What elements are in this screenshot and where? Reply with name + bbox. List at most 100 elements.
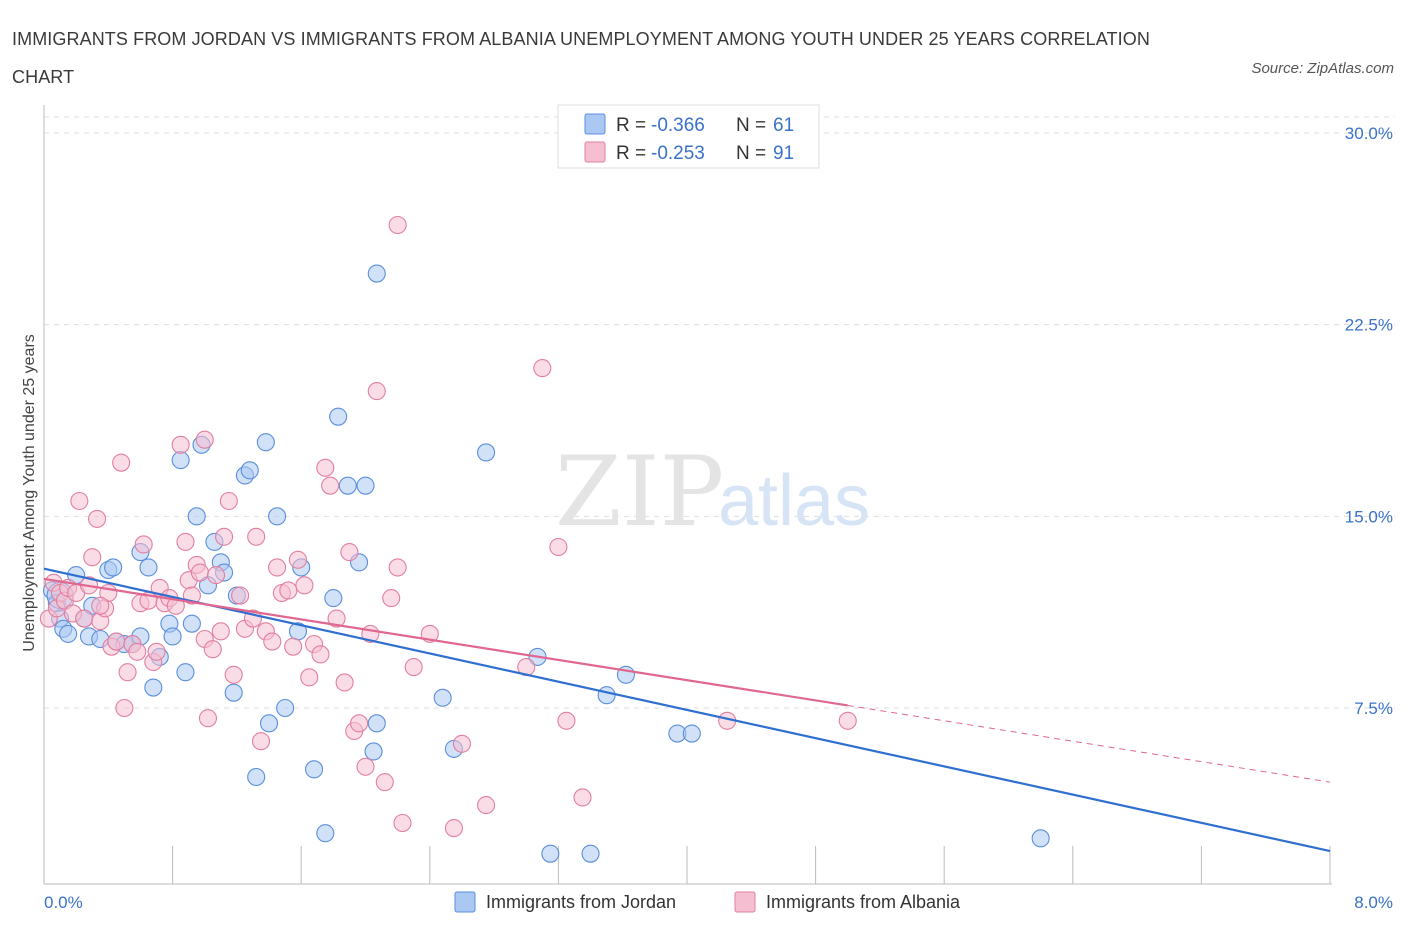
trend-line-albania-extension xyxy=(847,704,1331,783)
legend-r-value-jordan: -0.366 xyxy=(651,115,705,136)
point-jordan xyxy=(356,476,375,495)
trend-line-albania xyxy=(43,577,848,707)
point-jordan xyxy=(338,476,357,495)
point-albania xyxy=(279,581,298,600)
point-jordan xyxy=(224,683,243,702)
point-jordan xyxy=(477,443,496,462)
point-jordan xyxy=(276,698,295,718)
y-tick-label: 30.0% xyxy=(1345,124,1393,143)
point-jordan xyxy=(240,461,259,480)
x-tick-label-max: 8.0% xyxy=(1354,893,1393,912)
point-jordan xyxy=(305,760,324,779)
point-albania xyxy=(311,645,330,664)
point-albania xyxy=(327,609,346,628)
point-albania xyxy=(340,543,359,562)
point-albania xyxy=(219,491,238,511)
point-jordan xyxy=(364,742,383,761)
point-jordan xyxy=(176,663,195,682)
chart-title: IMMIGRANTS FROM JORDAN VS IMMIGRANTS FRO… xyxy=(12,29,1150,87)
point-albania xyxy=(115,698,134,718)
point-jordan xyxy=(367,714,386,733)
point-jordan xyxy=(247,767,266,787)
point-albania xyxy=(367,382,386,401)
point-albania xyxy=(176,532,195,551)
point-albania xyxy=(128,642,147,661)
point-albania xyxy=(247,527,266,546)
point-albania xyxy=(214,527,234,546)
point-albania xyxy=(70,491,89,511)
y-tick-label: 22.5% xyxy=(1345,316,1393,335)
x-axis-ticks xyxy=(172,846,1331,884)
point-jordan xyxy=(59,624,78,643)
point-albania xyxy=(284,637,303,656)
legend-r-value-albania: -0.253 xyxy=(651,143,705,164)
point-jordan xyxy=(316,824,335,843)
point-jordan xyxy=(581,844,600,863)
point-albania xyxy=(375,773,394,792)
point-albania xyxy=(107,632,126,651)
legend-n-value-jordan: 61 xyxy=(773,115,794,136)
bottom-legend-swatch-albania xyxy=(734,891,756,913)
point-albania xyxy=(335,673,354,692)
watermark-atlas: atlas xyxy=(718,461,870,541)
watermark-zip: ZIP xyxy=(555,436,724,548)
point-albania xyxy=(300,668,319,687)
point-albania xyxy=(118,663,137,682)
point-albania xyxy=(573,788,592,807)
point-jordan xyxy=(367,264,386,283)
point-jordan xyxy=(541,844,560,863)
point-albania xyxy=(171,435,190,454)
series-albania-points xyxy=(39,215,857,838)
legend-n-label-jordan: N = xyxy=(736,115,766,136)
point-jordan xyxy=(104,558,123,577)
point-albania xyxy=(91,596,110,615)
point-jordan xyxy=(268,507,287,526)
legend-n-label-albania: N = xyxy=(736,143,766,164)
point-jordan xyxy=(259,714,279,733)
point-albania xyxy=(134,535,153,554)
point-albania xyxy=(195,430,214,449)
point-albania xyxy=(263,632,282,651)
point-albania xyxy=(198,709,218,728)
point-albania xyxy=(388,558,407,577)
point-albania xyxy=(444,819,463,838)
bottom-legend-label-jordan: Immigrants from Jordan xyxy=(486,892,676,912)
bottom-legend-swatch-jordan xyxy=(454,891,476,913)
y-tick-label: 7.5% xyxy=(1354,699,1393,718)
point-albania xyxy=(382,589,401,608)
point-albania xyxy=(452,734,472,753)
point-albania xyxy=(477,796,496,815)
point-albania xyxy=(316,458,335,477)
point-jordan xyxy=(171,451,190,470)
y-axis-title: Unemployment Among Youth under 25 years xyxy=(21,334,38,652)
point-jordan xyxy=(256,433,275,452)
point-jordan xyxy=(187,507,206,526)
point-albania xyxy=(404,658,423,677)
point-albania xyxy=(231,586,250,605)
point-albania xyxy=(190,563,209,582)
point-albania xyxy=(224,665,243,684)
point-albania xyxy=(206,566,226,585)
point-albania xyxy=(203,640,222,659)
point-albania xyxy=(288,550,308,569)
point-jordan xyxy=(682,724,701,743)
point-albania xyxy=(533,359,552,378)
point-jordan xyxy=(324,589,343,608)
point-jordan xyxy=(433,688,452,707)
point-albania xyxy=(838,711,857,730)
point-albania xyxy=(83,548,102,567)
point-albania xyxy=(393,813,412,833)
point-albania xyxy=(211,622,230,641)
bottom-legend-label-albania: Immigrants from Albania xyxy=(766,892,961,912)
legend-r-label-albania: R = xyxy=(616,143,646,164)
point-jordan xyxy=(163,627,182,646)
point-albania xyxy=(268,558,287,577)
point-albania xyxy=(295,576,314,595)
point-jordan xyxy=(1031,829,1050,848)
point-jordan xyxy=(329,407,348,426)
point-albania xyxy=(549,537,568,557)
y-tick-label: 15.0% xyxy=(1345,507,1393,526)
legend-r-label-jordan: R = xyxy=(616,115,646,136)
point-albania xyxy=(147,642,166,661)
